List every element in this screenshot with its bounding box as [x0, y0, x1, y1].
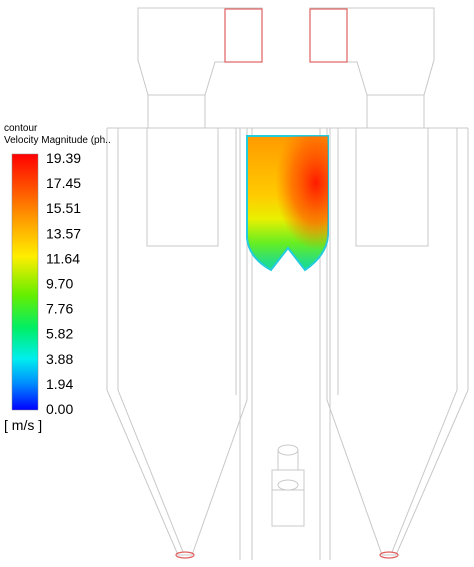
legend-tick-label: 17.45 [46, 175, 81, 191]
legend-tick-label: 11.64 [46, 250, 80, 266]
legend: contour Velocity Magnitude (ph.. 19.39 17… [4, 123, 111, 433]
legend-tick-label: 0.00 [46, 401, 73, 417]
contour-field [246, 135, 329, 272]
legend-subtitle: Velocity Magnitude (ph.. [4, 135, 111, 146]
legend-tick-label: 15.51 [46, 200, 81, 216]
legend-tick-label: 7.76 [46, 301, 73, 317]
legend-tick-label: 5.82 [46, 326, 73, 342]
legend-ticks: 19.39 17.45 15.51 13.57 11.64 9.70 7.76 5.82 3.8… [46, 150, 81, 417]
legend-tick-label: 19.39 [46, 150, 81, 166]
legend-tick-label: 3.88 [46, 351, 73, 367]
geometry [106, 7, 469, 560]
legend-tick-label: 13.57 [46, 225, 81, 241]
legend-unit: [ m/s ] [4, 417, 42, 433]
legend-tick-label: 1.94 [46, 376, 73, 392]
color-bar [11, 153, 39, 411]
legend-tick-label: 9.70 [46, 276, 73, 292]
legend-title: contour [4, 123, 38, 134]
